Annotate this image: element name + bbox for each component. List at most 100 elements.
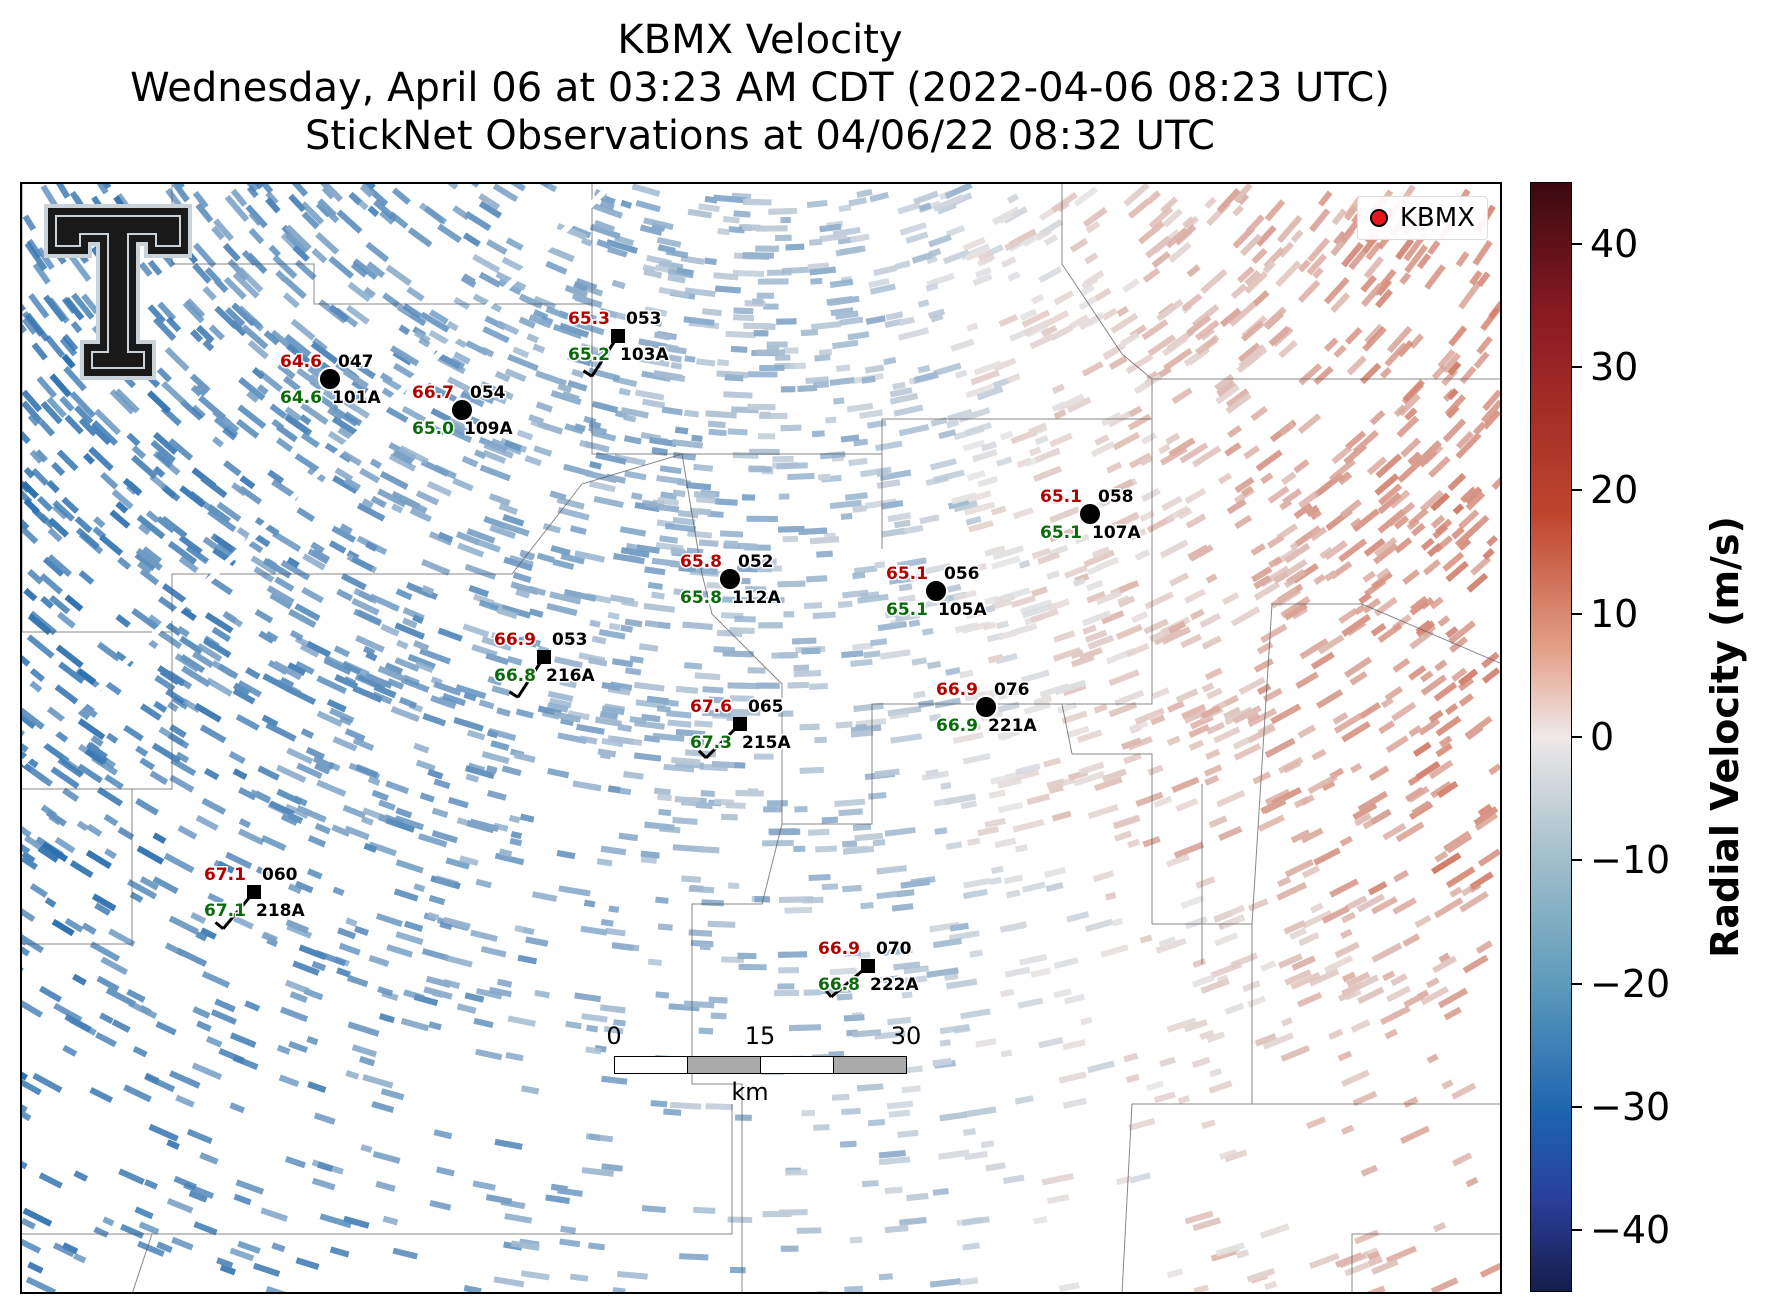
velocity-gate [237,404,267,429]
velocity-gate [90,735,104,747]
velocity-gate [294,880,314,894]
velocity-gate [879,649,911,660]
velocity-gate [237,680,262,698]
velocity-gate [370,495,387,509]
velocity-gate [501,256,525,273]
velocity-gate [456,1003,477,1014]
velocity-gate [64,297,85,321]
velocity-gate [284,979,310,995]
velocity-gate [1159,1056,1176,1067]
station-id: 218A [256,901,305,921]
velocity-gate [300,402,329,425]
velocity-gate [1020,669,1050,684]
velocity-gate [328,540,347,554]
velocity-gate [1135,791,1164,807]
velocity-gate [1402,568,1421,585]
velocity-gate [843,1014,865,1022]
velocity-gate [93,516,106,529]
velocity-gate [1400,1125,1430,1144]
velocity-gate [866,419,887,429]
velocity-gate [485,652,509,665]
velocity-gate [623,771,644,780]
velocity-gate [1003,1174,1025,1185]
velocity-gate [698,539,719,547]
velocity-gate [975,1038,997,1048]
velocity-gate [549,490,567,501]
velocity-gate [1247,707,1278,728]
velocity-gate [483,515,507,530]
velocity-gate [300,201,325,225]
velocity-gate [1049,432,1073,448]
velocity-gate [436,1166,455,1177]
velocity-gate [82,704,98,718]
velocity-gate [316,779,347,797]
velocity-gate [1083,549,1115,568]
velocity-gate [1298,932,1320,947]
velocity-gate [991,555,1021,570]
velocity-gate [123,1084,152,1103]
velocity-gate [540,315,554,326]
velocity-gate [269,403,288,419]
velocity-gate [1323,955,1354,974]
velocity-gate [38,419,56,437]
velocity-gate [1166,853,1190,868]
velocity-gate [683,1000,715,1009]
velocity-gate [659,465,682,475]
velocity-gate [1257,683,1272,695]
velocity-gate [1192,445,1222,468]
velocity-gate [623,414,637,423]
station-temperature: 65.1 [1040,487,1082,507]
velocity-gate [725,330,756,339]
velocity-gate [831,454,844,462]
velocity-gate [1043,757,1062,768]
velocity-gate [537,421,564,435]
velocity-gate [929,713,942,722]
velocity-gate [576,723,605,735]
velocity-gate [1354,812,1372,827]
velocity-gate [507,1015,536,1027]
velocity-gate [1339,221,1359,244]
velocity-gate [1215,1242,1246,1257]
velocity-gate [1295,671,1319,689]
velocity-gate [266,585,295,605]
velocity-gate [1041,1173,1074,1186]
velocity-gate [1293,459,1310,474]
velocity-gate [1106,478,1134,497]
velocity-gate [100,956,129,976]
velocity-gate [1166,1268,1184,1279]
radar-map[interactable]: 64.6 047 64.6 101A 66.7 054 65.0 109A 65.3 053 65.… [20,182,1502,1294]
velocity-gate [1030,967,1052,978]
velocity-gate [809,266,836,276]
velocity-gate [1341,911,1356,924]
velocity-gate [589,619,601,628]
velocity-gate [598,629,626,640]
velocity-gate [253,1262,281,1277]
velocity-gate [22,431,31,444]
velocity-gate [683,662,703,670]
velocity-gate [236,418,260,439]
velocity-gate [61,496,80,514]
velocity-gate [89,423,112,445]
velocity-gate [331,824,351,837]
velocity-gate [1278,953,1303,969]
velocity-gate [178,534,203,555]
velocity-gate [59,395,75,412]
velocity-gate [564,423,584,435]
velocity-gate [1189,544,1214,562]
velocity-gate [1395,821,1425,843]
velocity-gate [962,236,986,252]
velocity-gate [1216,974,1229,984]
velocity-gate [1234,476,1255,493]
velocity-gate [1129,1172,1151,1184]
